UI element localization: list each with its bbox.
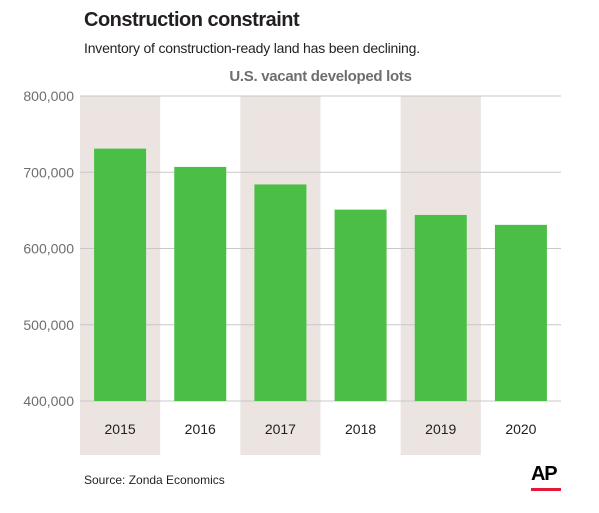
- bar: [254, 184, 307, 401]
- x-tick-label: 2019: [425, 421, 456, 437]
- ap-logo: AP: [531, 463, 563, 493]
- x-tick-labels: 2015 2016 2017 2018 2019 2020: [105, 421, 537, 437]
- x-tick-label: 2016: [185, 421, 216, 437]
- bars: [94, 148, 547, 401]
- y-tick-labels: 400,000 500,000 600,000 700,000 800,000: [23, 88, 74, 409]
- source-note: Source: Zonda Economics: [84, 473, 225, 487]
- x-tick-label: 2018: [345, 421, 376, 437]
- bar: [334, 209, 387, 401]
- chart-subtitle: Inventory of construction-ready land has…: [84, 40, 420, 56]
- gridlines: [80, 95, 561, 402]
- y-tick-label: 600,000: [23, 241, 74, 257]
- chart-title: Construction constraint: [84, 9, 300, 31]
- bar: [414, 214, 467, 401]
- chart-heading: U.S. vacant developed lots: [229, 68, 412, 85]
- x-tick-label: 2017: [265, 421, 296, 437]
- x-tick-label: 2020: [505, 421, 536, 437]
- y-tick-label: 500,000: [23, 317, 74, 333]
- x-tick-label: 2015: [105, 421, 136, 437]
- y-tick-label: 700,000: [23, 164, 74, 180]
- bar: [94, 148, 147, 401]
- y-tick-label: 800,000: [23, 88, 74, 104]
- bar: [174, 166, 227, 401]
- ap-logo-underline: [531, 488, 561, 491]
- y-tick-label: 400,000: [23, 393, 74, 409]
- ap-logo-text: AP: [531, 463, 558, 485]
- bar: [494, 224, 547, 401]
